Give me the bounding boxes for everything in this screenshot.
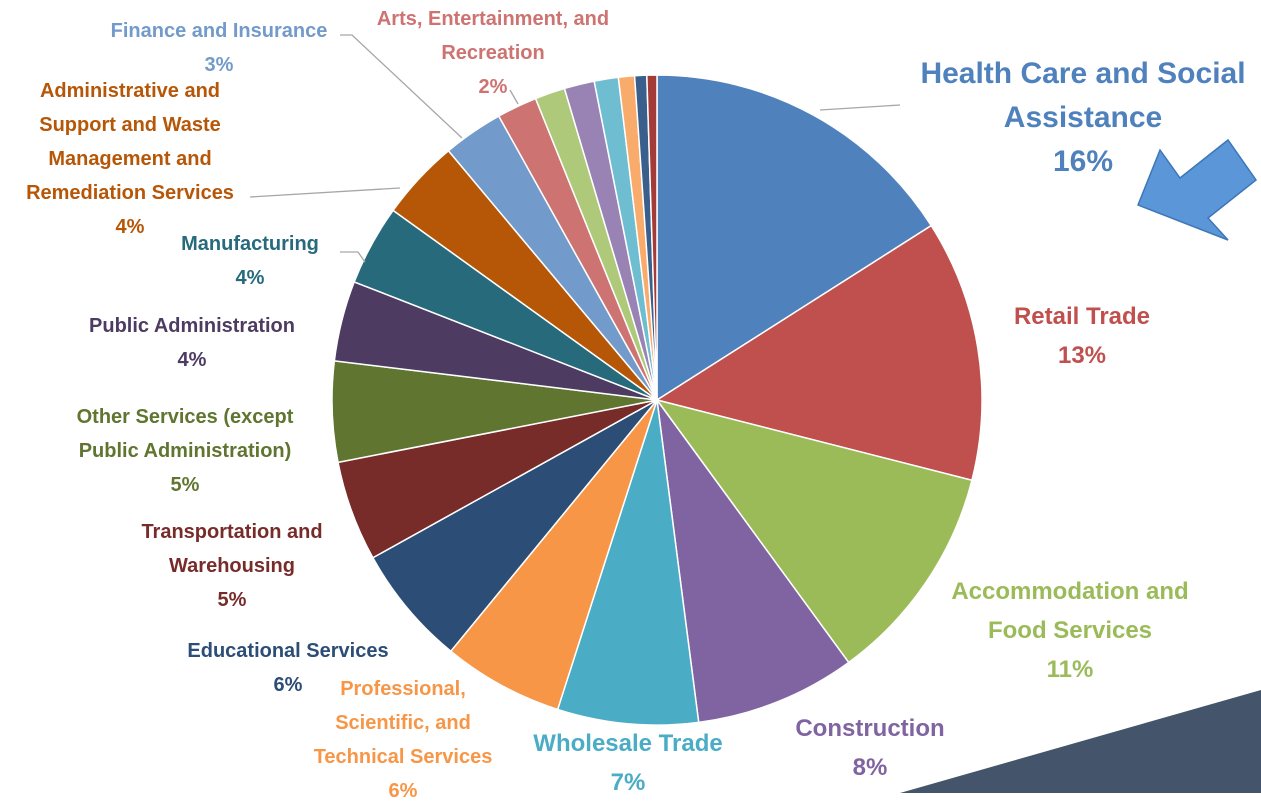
slice-label: Health Care and Social Assistance 16% <box>903 52 1261 184</box>
slice-label: Manufacturing 4% <box>150 227 350 295</box>
slice-label: Finance and Insurance 3% <box>89 14 349 82</box>
category-label: Administrative and Support and Waste Man… <box>26 80 234 204</box>
pie <box>331 74 983 726</box>
slice <box>655 224 983 482</box>
slice <box>449 399 658 711</box>
category-label: Manufacturing <box>181 233 319 255</box>
category-label: Retail Trade <box>1013 303 1151 330</box>
category-label: Arts, Entertainment, and Recreation <box>376 8 610 64</box>
value-label: 16% <box>1052 145 1114 178</box>
category-label: Health Care and Social Assistance <box>920 57 1246 134</box>
slice-label: Other Services (except Public Administra… <box>45 400 325 502</box>
value-label: 5% <box>170 474 200 496</box>
slice-label: Accommodation and Food Services 11% <box>940 572 1200 689</box>
leader-line <box>249 187 401 198</box>
value-label: 6% <box>273 674 303 696</box>
value-label: 2% <box>478 76 508 98</box>
value-label: 4% <box>115 216 145 238</box>
slice-label: Public Administration 4% <box>52 309 332 377</box>
value-label: 8% <box>852 754 888 781</box>
category-label: Transportation and Warehousing <box>141 521 323 577</box>
category-label: Accommodation and Food Services <box>951 578 1189 644</box>
slice-label: Arts, Entertainment, and Recreation 2% <box>373 2 613 104</box>
leader-line <box>819 104 901 111</box>
slice-label: Retail Trade 13% <box>972 297 1192 375</box>
category-label: Educational Services <box>187 640 389 662</box>
slice-label: Wholesale Trade 7% <box>508 724 748 802</box>
slice <box>646 74 658 401</box>
slice-label: Construction 8% <box>760 709 980 787</box>
category-label: Wholesale Trade <box>533 730 723 757</box>
slice-label: Transportation and Warehousing 5% <box>107 515 357 617</box>
value-label: 11% <box>1046 656 1094 683</box>
category-label: Public Administration <box>89 315 295 337</box>
corner-shape <box>900 690 1261 793</box>
leader-line <box>509 89 519 105</box>
category-label: Other Services (except Public Administra… <box>76 406 294 462</box>
arrow <box>1137 138 1258 241</box>
leader-line <box>340 34 463 139</box>
value-label: 6% <box>388 780 418 802</box>
category-label: Finance and Insurance <box>110 20 328 42</box>
slice <box>371 399 658 653</box>
slice <box>656 74 933 402</box>
value-label: 5% <box>217 589 247 611</box>
slice <box>556 399 700 726</box>
slice <box>655 398 973 664</box>
category-label: Construction <box>795 715 945 742</box>
slice-label: Administrative and Support and Waste Man… <box>0 74 260 244</box>
value-label: 4% <box>177 349 207 371</box>
leader-lines <box>249 34 901 263</box>
leader-line <box>340 251 366 263</box>
category-label: Professional, Scientific, and Technical … <box>313 678 493 768</box>
slice <box>656 399 850 724</box>
value-label: 4% <box>235 267 265 289</box>
slice-label: Educational Services 6% <box>158 634 418 702</box>
value-label: 3% <box>204 54 234 76</box>
value-label: 7% <box>610 769 646 796</box>
value-label: 13% <box>1057 342 1107 369</box>
